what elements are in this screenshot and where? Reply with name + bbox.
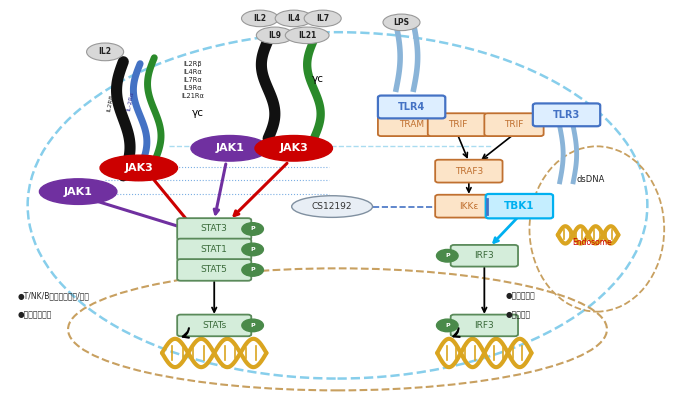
Ellipse shape [242,10,279,27]
Text: IL-2Rα: IL-2Rα [126,91,135,111]
Text: CS12192: CS12192 [312,202,352,211]
Circle shape [242,319,263,332]
Text: JAK1: JAK1 [63,186,92,197]
Ellipse shape [275,10,313,27]
FancyBboxPatch shape [378,96,446,118]
Text: STATs: STATs [202,321,226,330]
Text: STAT3: STAT3 [200,224,227,233]
FancyBboxPatch shape [428,113,487,136]
Text: dsDNA: dsDNA [576,175,605,184]
FancyBboxPatch shape [435,160,502,182]
Text: ●T/NK/B淡巴细胞分化/增殖: ●T/NK/B淡巴细胞分化/增殖 [18,291,90,300]
Text: P: P [445,253,450,258]
Text: STAT5: STAT5 [200,265,227,275]
Text: IRF3: IRF3 [475,321,494,330]
Ellipse shape [255,135,333,161]
Text: TLR4: TLR4 [398,102,425,112]
Ellipse shape [256,27,294,43]
Circle shape [242,223,263,235]
Ellipse shape [86,43,124,61]
Text: IL2: IL2 [254,14,267,23]
Circle shape [437,250,458,262]
Text: TBK1: TBK1 [504,201,535,211]
Text: TRAF3: TRAF3 [455,167,483,176]
Text: ●炎症反应: ●炎症反应 [506,310,531,320]
Text: IL2: IL2 [99,47,111,56]
FancyBboxPatch shape [451,314,518,336]
Ellipse shape [304,10,341,27]
Text: IL21: IL21 [298,31,317,40]
Text: IL9: IL9 [269,31,281,40]
Ellipse shape [100,155,178,181]
Text: IL4: IL4 [288,14,300,23]
Circle shape [437,319,458,332]
Text: ●免疫记忆维持: ●免疫记忆维持 [18,310,52,320]
Text: TRAM: TRAM [399,120,424,129]
Text: TLR3: TLR3 [553,110,580,120]
Ellipse shape [191,135,269,161]
Text: γc: γc [312,74,324,85]
Ellipse shape [286,27,329,43]
Text: Endosome: Endosome [572,238,612,247]
FancyBboxPatch shape [533,103,600,126]
FancyBboxPatch shape [177,239,251,260]
Text: IKKε: IKKε [459,202,479,211]
Ellipse shape [383,14,420,30]
FancyBboxPatch shape [435,195,502,218]
FancyBboxPatch shape [177,218,251,240]
Circle shape [242,263,263,276]
FancyBboxPatch shape [177,259,251,281]
Text: TRIF: TRIF [448,120,467,129]
FancyBboxPatch shape [378,113,446,136]
Text: P: P [250,323,255,328]
Circle shape [242,243,263,256]
Text: P: P [445,323,450,328]
FancyBboxPatch shape [451,245,518,267]
FancyBboxPatch shape [177,314,251,336]
Text: LPS: LPS [394,18,410,27]
Text: P: P [250,267,255,273]
Text: JAK3: JAK3 [279,143,308,153]
Text: STAT1: STAT1 [200,245,227,254]
Text: ●抗感染免疫: ●抗感染免疫 [506,291,536,300]
Ellipse shape [292,196,373,217]
Text: IRF3: IRF3 [475,251,494,260]
FancyBboxPatch shape [486,194,553,218]
Text: P: P [250,247,255,252]
Text: JAK1: JAK1 [215,143,244,153]
Text: TRIF: TRIF [504,120,524,129]
Ellipse shape [39,179,117,204]
FancyBboxPatch shape [485,113,543,136]
Text: JAK3: JAK3 [124,163,153,173]
Text: P: P [250,226,255,231]
Text: IL2Rβ: IL2Rβ [107,94,115,112]
Text: γc: γc [192,108,203,118]
Text: IL7: IL7 [316,14,329,23]
Text: IL2Rβ
IL4Rα
IL7Rα
IL9Rα
IL21Rα: IL2Rβ IL4Rα IL7Rα IL9Rα IL21Rα [181,61,204,99]
